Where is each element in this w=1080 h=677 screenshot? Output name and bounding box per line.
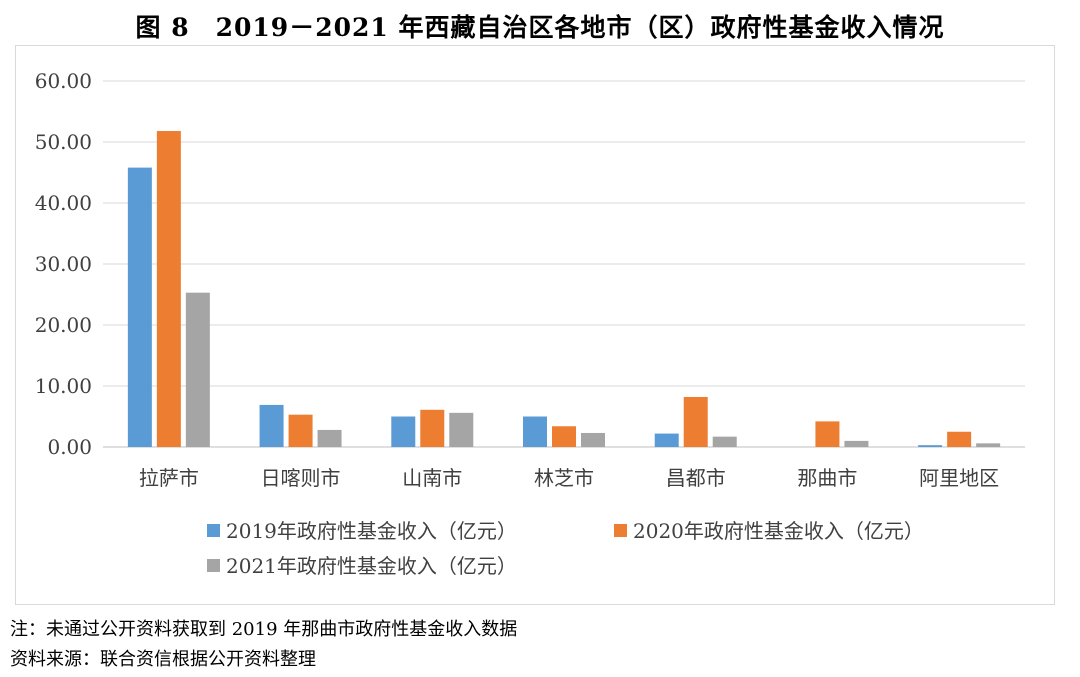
legend-label: 2019年政府性基金收入（亿元）	[226, 519, 517, 543]
legend-swatch	[207, 524, 220, 537]
bars	[127, 131, 1001, 447]
bar	[683, 396, 708, 447]
bar	[581, 432, 605, 447]
bar	[918, 445, 943, 447]
x-axis-labels: 拉萨市 日喀则市 山南市 林芝市 昌都市 那曲市 阿里地区	[139, 466, 999, 490]
x-tick-label: 日喀则市	[261, 466, 341, 490]
x-tick-label: 拉萨市	[139, 466, 199, 490]
y-tick-label: 40.00	[35, 191, 92, 215]
bar	[288, 414, 313, 447]
footnote: 注：未通过公开资料获取到 2019 年那曲市政府性基金收入数据	[10, 619, 518, 640]
legend-label: 2020年政府性基金收入（亿元）	[633, 519, 924, 543]
legend-swatch	[614, 524, 627, 537]
y-tick-label: 10.00	[35, 374, 92, 398]
y-axis-labels: 0.00 10.00 20.00 30.00 40.00 50.00 60.00	[35, 69, 92, 459]
source-note: 资料来源：联合资信根据公开资料整理	[10, 649, 316, 670]
y-tick-label: 0.00	[47, 435, 92, 459]
chart-frame	[15, 45, 1055, 605]
bar	[712, 436, 737, 447]
bar	[185, 292, 210, 447]
bar	[259, 404, 284, 447]
y-tick-label: 60.00	[35, 69, 92, 93]
y-tick-label: 50.00	[35, 130, 92, 154]
y-tick-label: 30.00	[35, 252, 92, 276]
bar	[449, 412, 474, 447]
x-tick-label: 阿里地区	[919, 466, 999, 490]
x-tick-label: 那曲市	[797, 466, 857, 490]
bar	[420, 409, 445, 447]
x-tick-label: 林芝市	[534, 466, 594, 490]
bar	[552, 426, 576, 447]
legend: 2019年政府性基金收入（亿元） 2020年政府性基金收入（亿元） 2021年政府性…	[207, 519, 924, 578]
bar	[976, 443, 1001, 447]
gridlines	[103, 80, 1025, 448]
x-tick-label: 昌都市	[666, 466, 726, 490]
bar	[844, 440, 869, 447]
chart-title: 图 8 2019－2021 年西藏自治区各地市（区）政府性基金收入情况	[135, 13, 945, 42]
bar	[391, 416, 416, 447]
bar	[523, 416, 547, 447]
bar	[654, 433, 679, 447]
legend-label: 2021年政府性基金收入（亿元）	[226, 554, 517, 578]
bar	[156, 131, 181, 447]
x-tick-label: 山南市	[402, 466, 462, 490]
y-tick-label: 20.00	[35, 313, 92, 337]
bar	[947, 431, 972, 447]
bar	[127, 167, 152, 447]
bar	[815, 421, 840, 447]
bar	[317, 429, 342, 447]
legend-swatch	[207, 559, 220, 572]
